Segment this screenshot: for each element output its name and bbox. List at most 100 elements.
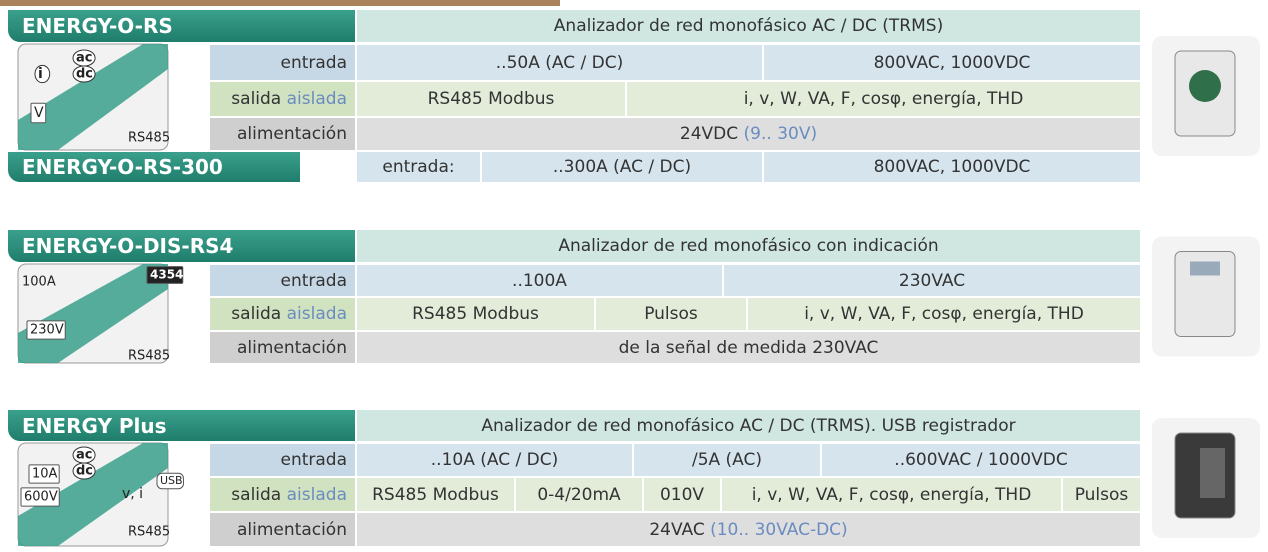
text: Pulsos: [1074, 484, 1129, 505]
text: alimentación: [237, 337, 347, 358]
icon-box: [72, 65, 96, 83]
text: RS485 Modbus: [427, 89, 555, 109]
icon-label: dc: [76, 464, 93, 479]
product-title: ENERGY-O-DIS-RS4: [8, 230, 355, 262]
text: 0-4/20mA: [537, 484, 621, 505]
cell: 24VDC (9.. 30V): [357, 118, 1140, 150]
icon-band: [18, 44, 168, 150]
text: Pulsos: [644, 304, 698, 324]
icon-label: v, i: [122, 486, 143, 502]
row-label: salida aislada: [210, 298, 355, 330]
icon-box: [26, 320, 66, 340]
icon-box: [146, 266, 184, 284]
cell: /5A (AC): [634, 444, 820, 476]
text: alimentación: [237, 519, 347, 540]
text: ENERGY-O-DIS-RS4: [22, 234, 234, 258]
icon-label: 100A: [22, 275, 56, 290]
text: de la señal de medida 230VAC: [618, 337, 879, 358]
text: ..600VAC / 1000VDC: [894, 450, 1068, 470]
text: ENERGY Plus: [22, 413, 167, 438]
icon-band: [18, 443, 168, 546]
text: entrada:: [382, 157, 455, 177]
row-label: entrada: [210, 444, 355, 476]
text: RS485 Modbus: [372, 484, 499, 505]
text: 010V: [659, 484, 705, 505]
icon-label: RS485: [128, 349, 170, 364]
note: aislada: [286, 484, 347, 505]
variant-label: entrada:: [357, 152, 480, 182]
note: aislada: [286, 89, 347, 109]
text: RS485 Modbus: [412, 304, 539, 324]
icon-label: RS485: [128, 131, 170, 146]
cell: 800VAC, 1000VDC: [764, 45, 1140, 80]
cell: i, v, W, VA, F, cosφ, energía, THD: [722, 478, 1061, 511]
cell: 010V: [644, 478, 720, 511]
description: Analizador de red monofásico AC / DC (TR…: [357, 410, 1140, 441]
text: ..100A: [512, 270, 567, 291]
product-title: ENERGY-O-RS: [8, 10, 355, 42]
text: Analizador de red monofásico AC / DC (TR…: [481, 415, 1016, 436]
product-title: ENERGY Plus: [8, 410, 355, 441]
icon-label: 10A: [32, 467, 58, 482]
product-photo-part: [1190, 261, 1220, 276]
icon-label: 230V: [30, 323, 64, 338]
icon-label: ac: [76, 51, 92, 66]
icon-box: [72, 462, 96, 480]
icon-label: ac: [76, 448, 92, 463]
text: salida: [231, 304, 282, 324]
text: salida: [231, 484, 282, 505]
cell: ..600VAC / 1000VDC: [822, 444, 1140, 476]
row-label: alimentación: [210, 332, 355, 363]
cell: Pulsos: [596, 298, 746, 330]
cell: ..300A (AC / DC): [482, 152, 762, 182]
row-label: entrada: [210, 265, 355, 296]
text: salida: [231, 89, 282, 109]
cell: 230VAC: [724, 265, 1140, 296]
text: 24VAC: [649, 519, 705, 540]
icon-label: RS485: [128, 525, 170, 540]
icon-box: [30, 102, 47, 124]
note: (9.. 30V): [743, 124, 818, 144]
text: i, v, W, VA, F, cosφ, energía, THD: [751, 484, 1032, 505]
icon-label: i: [38, 66, 43, 82]
icon-label: 600V: [24, 490, 58, 505]
text: ..300A (AC / DC): [552, 157, 692, 177]
cell: RS485 Modbus: [357, 478, 514, 511]
text: Analizador de red monofásico con indicac…: [558, 236, 939, 256]
product-photo-part: [1189, 70, 1221, 102]
cell: 800VAC, 1000VDC: [764, 152, 1140, 182]
row-label: alimentación: [210, 118, 355, 150]
note: aislada: [286, 304, 347, 324]
cell: i, v, W, VA, F, cosφ, energía, THD: [748, 298, 1140, 330]
cell: ..100A: [357, 265, 722, 296]
icon-label: USB: [160, 474, 183, 487]
cell: i, v, W, VA, F, cosφ, energía, THD: [627, 82, 1140, 116]
cell: RS485 Modbus: [357, 298, 594, 330]
icon-label: V: [34, 105, 44, 121]
text: ENERGY-O-RS-300: [22, 155, 223, 179]
top-strip: [0, 0, 560, 6]
product-photo-part: [1200, 448, 1225, 498]
text: /5A (AC): [691, 450, 763, 470]
row-label: salida aislada: [210, 82, 355, 116]
note: (10.. 30VAC-DC): [710, 519, 848, 540]
text: Analizador de red monofásico AC / DC (TR…: [553, 16, 944, 36]
cell: ..50A (AC / DC): [357, 45, 762, 80]
cell: Pulsos: [1063, 478, 1140, 511]
variant-title: ENERGY-O-RS-300: [8, 152, 300, 182]
text: i, v, W, VA, F, cosφ, energía, THD: [804, 304, 1084, 324]
row-label: salida aislada: [210, 478, 355, 511]
icon-label: 4354: [150, 268, 183, 282]
icon-box: [156, 472, 184, 490]
icon-box: [34, 64, 51, 84]
text: 800VAC, 1000VDC: [873, 157, 1031, 177]
cell: de la señal de medida 230VAC: [357, 332, 1140, 363]
row-label: alimentación: [210, 513, 355, 546]
cell: ..10A (AC / DC): [357, 444, 632, 476]
text: ..50A (AC / DC): [495, 52, 624, 73]
icon-box: [20, 487, 60, 507]
cell: RS485 Modbus: [357, 82, 625, 116]
text: 24VDC: [679, 124, 739, 144]
